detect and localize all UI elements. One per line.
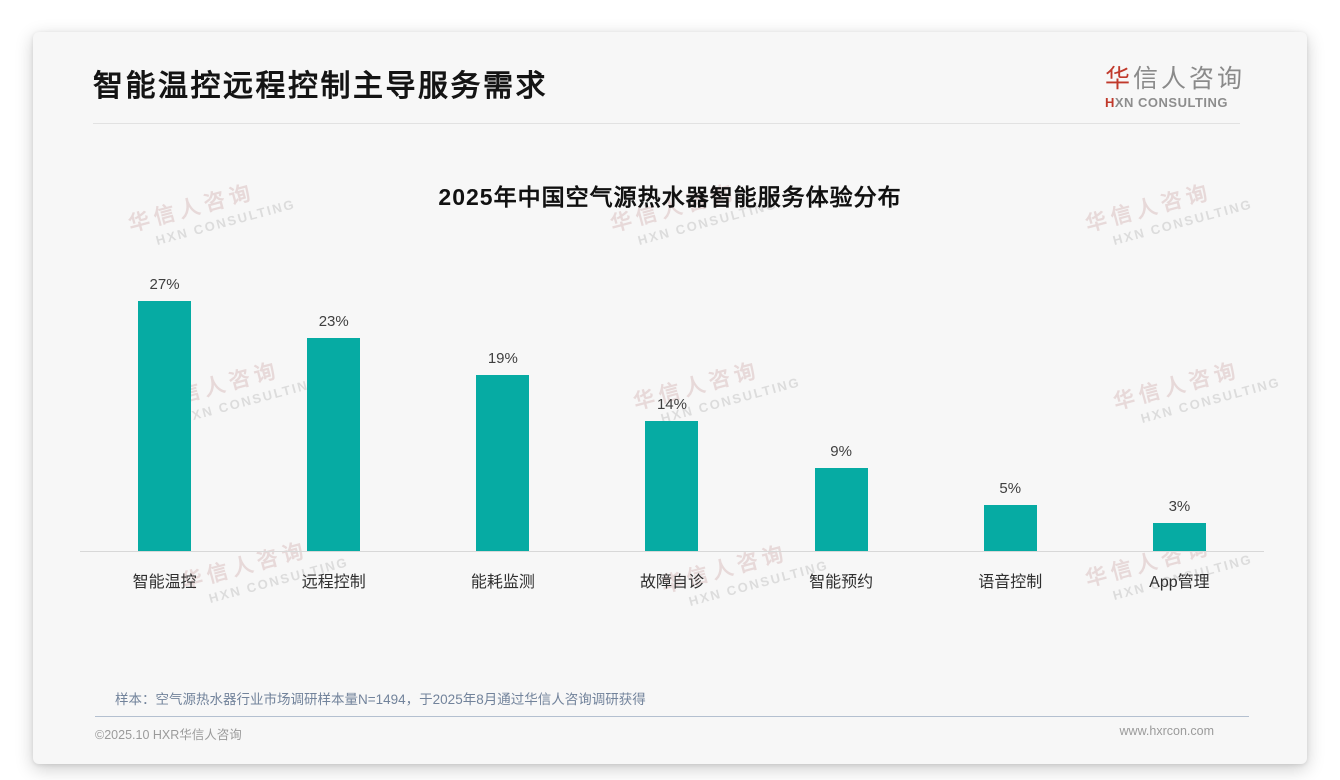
bar bbox=[645, 421, 699, 551]
bar bbox=[476, 375, 530, 551]
bar-value-label: 27% bbox=[149, 276, 180, 293]
bar-category-label: App管理 bbox=[1149, 574, 1210, 591]
brand-logo-cn: 华信人咨询 bbox=[1105, 64, 1245, 94]
copyright-text: ©2025.10 HXR华信人咨询 bbox=[95, 728, 242, 742]
website-url: www.hxrcon.com bbox=[1119, 724, 1214, 738]
bar-value-label: 5% bbox=[999, 480, 1022, 497]
brand-logo-en: HXN CONSULTING bbox=[1105, 95, 1245, 110]
slide-card: 华信人咨询 HXN CONSULTING 华信人咨询 HXN CONSULTING 华信… bbox=[33, 32, 1307, 764]
bar-chart-category-axis: 智能温控 远程控制 能耗监测 故障自诊 智能预约 语音控制 App管理 bbox=[80, 568, 1264, 592]
sample-note: 样本：空气源热水器行业市场调研样本量N=1494，于2025年8月通过华信人咨询… bbox=[115, 692, 646, 707]
bar-value-label: 14% bbox=[656, 396, 687, 413]
bar-category-label: 远程控制 bbox=[301, 574, 366, 591]
bar bbox=[814, 468, 868, 551]
brand-logo: 华信人咨询 HXN CONSULTING bbox=[1105, 64, 1245, 110]
bar-category-label: 语音控制 bbox=[978, 574, 1043, 591]
bar-column: 3% bbox=[1095, 498, 1264, 551]
brand-logo-cn-rest: 信人咨询 bbox=[1132, 65, 1245, 93]
slide-footer: ©2025.10 HXR华信人咨询 www.hxrcon.com bbox=[95, 724, 1214, 743]
bar bbox=[1152, 523, 1206, 551]
bar-column: 9% bbox=[757, 443, 926, 551]
bar bbox=[138, 301, 192, 551]
brand-logo-en-rest: XN CONSULTING bbox=[1114, 95, 1229, 110]
bar bbox=[983, 505, 1037, 551]
bar-column: 19% bbox=[418, 350, 587, 551]
bar-category-label: 智能预约 bbox=[809, 574, 874, 591]
bar-category-label: 智能温控 bbox=[132, 574, 197, 591]
page-title: 智能温控远程控制主导服务需求 bbox=[93, 70, 548, 103]
bar-column: 5% bbox=[926, 480, 1095, 551]
bar bbox=[307, 338, 361, 551]
bar-category-label: 能耗监测 bbox=[470, 574, 535, 591]
bar-value-label: 23% bbox=[318, 313, 349, 330]
bar-value-label: 19% bbox=[487, 350, 518, 367]
bar-column: 27% bbox=[80, 276, 249, 551]
bar-value-label: 9% bbox=[830, 443, 852, 460]
chart-title: 2025年中国空气源热水器智能服务体验分布 bbox=[438, 184, 902, 210]
header-divider bbox=[93, 123, 1240, 124]
brand-logo-en-accent: H bbox=[1104, 95, 1115, 110]
bar-chart-plot: 27% 23% 19% 14% 9% 5% 3% bbox=[80, 272, 1264, 552]
bar-column: 23% bbox=[249, 313, 418, 551]
brand-logo-cn-accent: 华 bbox=[1104, 65, 1133, 93]
footer-divider bbox=[95, 716, 1249, 717]
slide-header: 智能温控远程控制主导服务需求 华信人咨询 HXN CONSULTING bbox=[33, 32, 1307, 110]
bar-column: 14% bbox=[587, 396, 756, 551]
bar-category-label: 故障自诊 bbox=[639, 574, 704, 591]
bar-value-label: 3% bbox=[1168, 498, 1191, 515]
